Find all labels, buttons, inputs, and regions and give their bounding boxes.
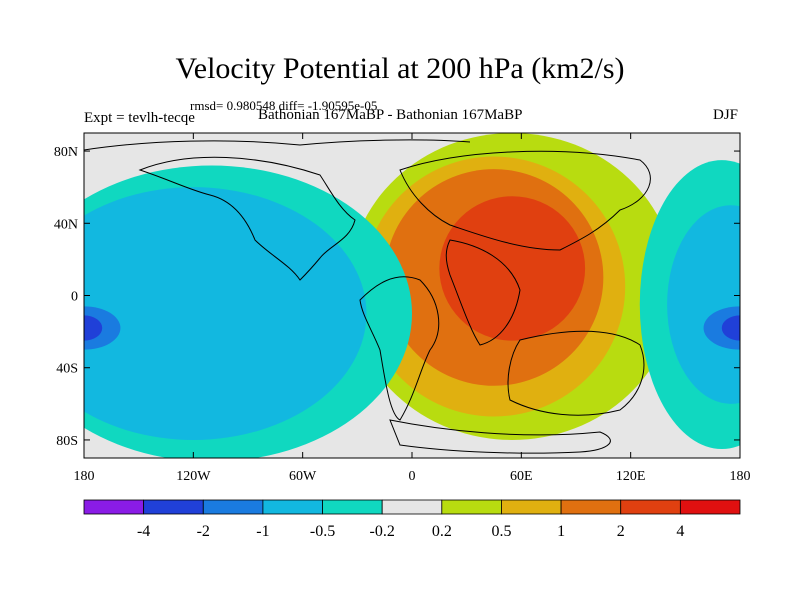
y-tick-label-4: 80S — [56, 434, 78, 449]
colorbar-segment-1 — [143, 499, 204, 515]
coastline-africa — [445, 239, 521, 346]
colorbar-segment-4 — [322, 499, 383, 515]
colorbar-label-7: 1 — [557, 523, 565, 540]
contour-regions — [84, 133, 740, 458]
y-axis-ticks: 80N 40N 0 40S 80S — [54, 145, 740, 449]
colorbar-segment-7 — [501, 499, 562, 515]
colorbar-label-9: 4 — [676, 523, 684, 540]
x-tick-label-4: 60E — [510, 469, 533, 484]
coastline-eurasia — [399, 150, 651, 251]
coastline-south-america — [359, 276, 440, 421]
colorbar-label-2: -1 — [256, 523, 269, 540]
colorbar-label-4: -0.2 — [370, 523, 395, 540]
contour-region-9 — [667, 205, 740, 404]
coastlines — [84, 139, 651, 454]
x-tick-label-1: 120W — [176, 469, 211, 484]
y-tick-label-3: 40S — [56, 362, 78, 377]
coastline-antarctica — [389, 419, 611, 454]
colorbar-label-3: -0.5 — [310, 523, 335, 540]
colorbar-segment-2 — [202, 499, 264, 515]
colorbar-segment-3 — [262, 499, 323, 515]
x-tick-label-5: 120E — [616, 469, 646, 484]
contour-region-3 — [439, 196, 586, 341]
coastline-north-america — [138, 156, 356, 281]
season-label: DJF — [712, 107, 738, 123]
colorbar-label-5: 0.2 — [432, 523, 452, 540]
x-tick-label-3: 0 — [409, 469, 416, 484]
y-tick-label-2: 0 — [71, 290, 78, 305]
contour-region-7 — [84, 315, 103, 341]
colorbar-label-1: -2 — [197, 523, 210, 540]
stats-text: rmsd= 0.980548 diff= -1.90595e-05 — [190, 98, 378, 113]
colorbar-segment-5 — [381, 499, 443, 515]
x-axis-ticks: 180 120W 60W 0 60E 120E 180 — [74, 133, 751, 484]
coastline-australia-antarctica — [507, 330, 645, 416]
x-tick-label-0: 180 — [74, 469, 95, 484]
colorbar-label-0: -4 — [137, 523, 150, 540]
colorbar-segment-10 — [679, 499, 741, 515]
colorbar-label-6: 0.5 — [491, 523, 511, 540]
contour-region-5 — [84, 187, 367, 440]
colorbar-segment-8 — [560, 499, 622, 515]
plot-area — [84, 133, 740, 458]
chart-title: Velocity Potential at 200 hPa (km2/s) — [175, 52, 625, 85]
y-tick-label-0: 80N — [54, 145, 78, 160]
y-tick-label-1: 40N — [54, 217, 78, 232]
contour-region-11 — [721, 315, 740, 341]
x-tick-label-2: 60W — [289, 469, 317, 484]
colorbar-segment-6 — [441, 499, 502, 515]
x-tick-label-6: 180 — [730, 469, 751, 484]
colorbar-segment-0 — [83, 499, 145, 515]
experiment-label: Expt = tevlh-tecqe — [84, 110, 195, 126]
chart-subtitle: Bathonian 167MaBP - Bathonian 167MaBP — [258, 107, 523, 123]
colorbar-segment-9 — [620, 499, 681, 515]
colorbar: -4 -2 -1 -0.5 -0.2 0.2 0.5 1 2 4 — [83, 499, 741, 540]
colorbar-label-8: 2 — [617, 523, 625, 540]
coastline-north-arctic — [84, 139, 471, 151]
